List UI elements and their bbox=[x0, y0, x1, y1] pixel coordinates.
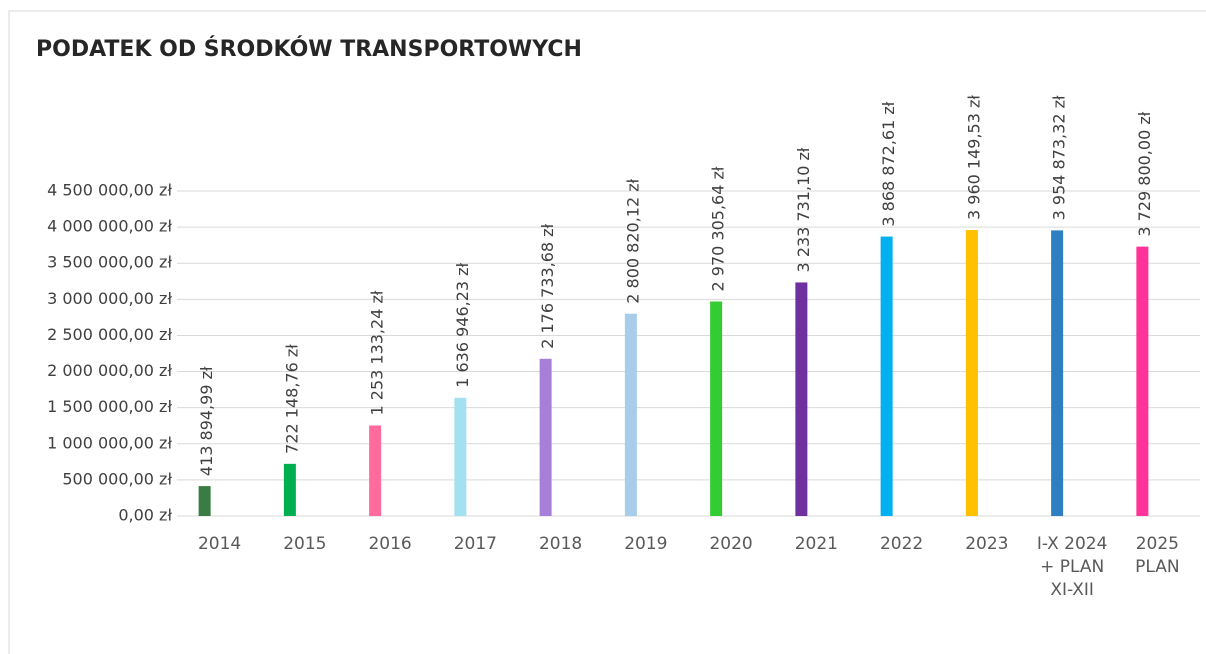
bar bbox=[454, 397, 467, 516]
bar bbox=[1136, 246, 1149, 516]
chart-title: PODATEK OD ŚRODKÓW TRANSPORTOWYCH bbox=[36, 36, 582, 62]
y-tick-label: 1 500 000,00 zł bbox=[47, 397, 172, 416]
bar bbox=[880, 236, 893, 516]
x-tick-label: 2023 bbox=[965, 534, 1009, 554]
y-tick-label: 1 000 000,00 zł bbox=[47, 433, 172, 452]
bar bbox=[539, 358, 552, 516]
x-tick-label: 2019 bbox=[624, 534, 668, 554]
value-label: 1 253 133,24 zł bbox=[368, 290, 387, 415]
y-tick-label: 2 500 000,00 zł bbox=[47, 325, 172, 344]
value-label: 1 636 946,23 zł bbox=[453, 262, 472, 387]
value-label: 722 148,76 zł bbox=[282, 344, 301, 454]
x-tick-label: 2015 bbox=[283, 534, 327, 554]
x-tick-label: 2020 bbox=[709, 534, 753, 554]
bar bbox=[369, 425, 382, 516]
bar bbox=[198, 486, 211, 516]
x-tick-label: 2022 bbox=[879, 534, 924, 554]
x-tick-label: 2014 bbox=[197, 534, 242, 554]
x-tick-label: 2017 bbox=[453, 534, 497, 554]
bar bbox=[965, 229, 978, 516]
y-tick-label: 3 500 000,00 zł bbox=[47, 253, 172, 272]
bar bbox=[1051, 230, 1064, 517]
y-tick-label: 4 500 000,00 zł bbox=[47, 181, 172, 200]
value-label: 2 176 733,68 zł bbox=[538, 223, 557, 348]
y-tick-label: 0,00 zł bbox=[118, 506, 172, 525]
y-tick-label: 2 000 000,00 zł bbox=[47, 361, 172, 380]
bar bbox=[624, 313, 637, 516]
bar bbox=[795, 282, 808, 516]
y-tick-label: 4 000 000,00 zł bbox=[47, 217, 172, 236]
value-label: 3 868 872,61 zł bbox=[879, 101, 898, 226]
bar bbox=[283, 463, 296, 516]
x-tick-label: 2016 bbox=[368, 534, 412, 554]
x-tick-label: I-X 2024 + PLAN XI-XII bbox=[1036, 534, 1108, 600]
value-label: 2 800 820,12 zł bbox=[623, 178, 642, 303]
x-tick-label: 2018 bbox=[538, 534, 583, 554]
value-label: 3 729 800,00 zł bbox=[1135, 111, 1154, 236]
x-tick-label: 2021 bbox=[794, 534, 838, 554]
value-label: 3 960 149,53 zł bbox=[964, 95, 983, 220]
value-label: 3 954 873,32 zł bbox=[1050, 95, 1069, 220]
value-label: 3 233 731,10 zł bbox=[794, 147, 813, 272]
y-tick-label: 3 000 000,00 zł bbox=[47, 289, 172, 308]
chart-border bbox=[8, 10, 1206, 654]
value-label: 413 894,99 zł bbox=[197, 366, 216, 476]
y-tick-label: 500 000,00 zł bbox=[62, 469, 172, 488]
bar bbox=[710, 301, 723, 516]
value-label: 2 970 305,64 zł bbox=[709, 166, 728, 291]
x-tick-label: 2025 PLAN bbox=[1135, 534, 1180, 577]
